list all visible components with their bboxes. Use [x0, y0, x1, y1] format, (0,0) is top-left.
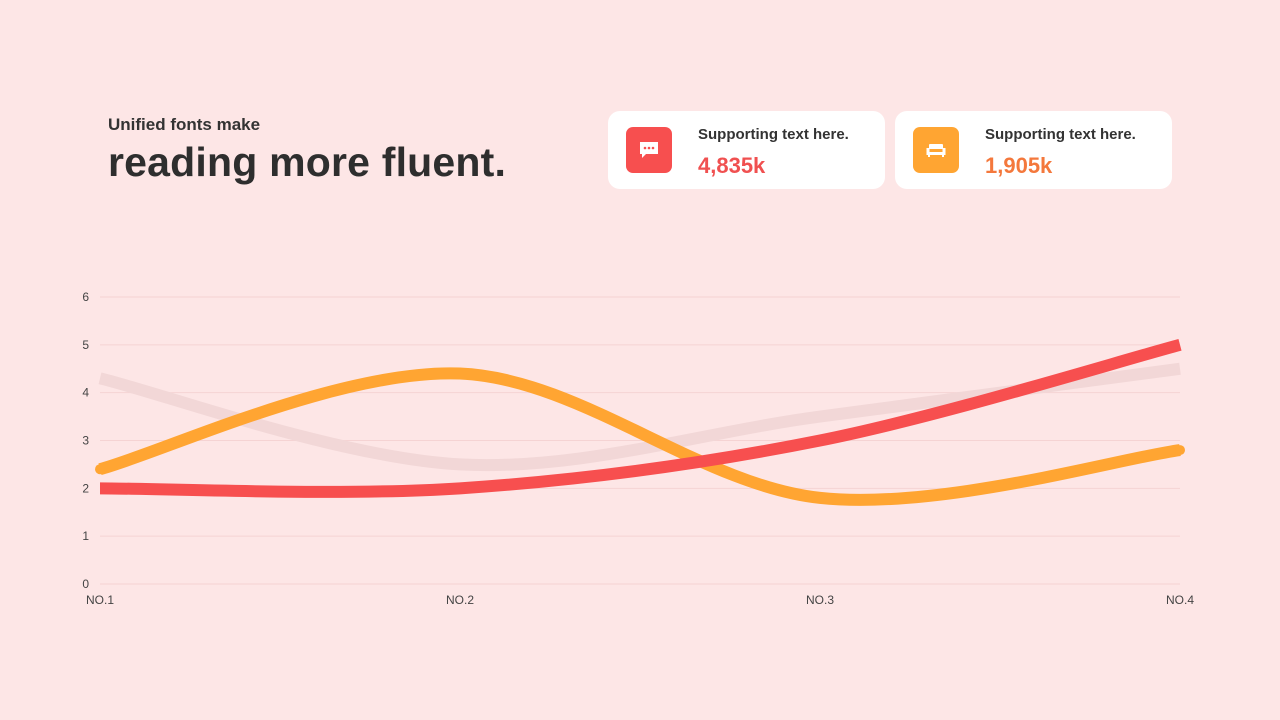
y-tick-label: 0: [82, 577, 89, 591]
y-tick-label: 2: [82, 481, 89, 495]
card-value: 1,905k: [985, 153, 1053, 178]
stat-card-messages: Supporting text here. 4,835k: [608, 111, 885, 189]
series-line-2: [99, 339, 1182, 498]
chart-series: [95, 339, 1185, 506]
series-line-1: [98, 367, 1181, 506]
x-axis: NO.1 NO.2 NO.3 NO.4: [86, 593, 1194, 607]
card-label: Supporting text here.: [985, 126, 1136, 143]
y-axis: 0 1 2 3 4 5 6: [82, 290, 89, 591]
series-endpoint: [1175, 445, 1185, 456]
subtitle: Unified fonts make: [108, 115, 261, 134]
x-tick-label: NO.1: [86, 593, 114, 607]
chat-icon: [626, 127, 672, 173]
card-value: 4,835k: [698, 153, 766, 178]
y-tick-label: 1: [82, 529, 89, 543]
chart-grid: [100, 296, 1180, 585]
page-title: reading more fluent.: [108, 139, 507, 185]
heading: Unified fonts make reading more fluent.: [108, 115, 506, 186]
x-tick-label: NO.4: [1166, 593, 1194, 607]
card-label: Supporting text here.: [698, 126, 849, 143]
sofa-icon: [913, 127, 959, 173]
x-tick-label: NO.2: [446, 593, 474, 607]
series-endpoint: [95, 464, 105, 475]
y-tick-label: 5: [82, 338, 89, 352]
x-tick-label: NO.3: [806, 593, 834, 607]
y-tick-label: 4: [82, 386, 89, 400]
y-tick-label: 6: [82, 290, 89, 304]
stat-card-furniture: Supporting text here. 1,905k: [895, 111, 1172, 189]
y-tick-label: 3: [82, 434, 89, 448]
